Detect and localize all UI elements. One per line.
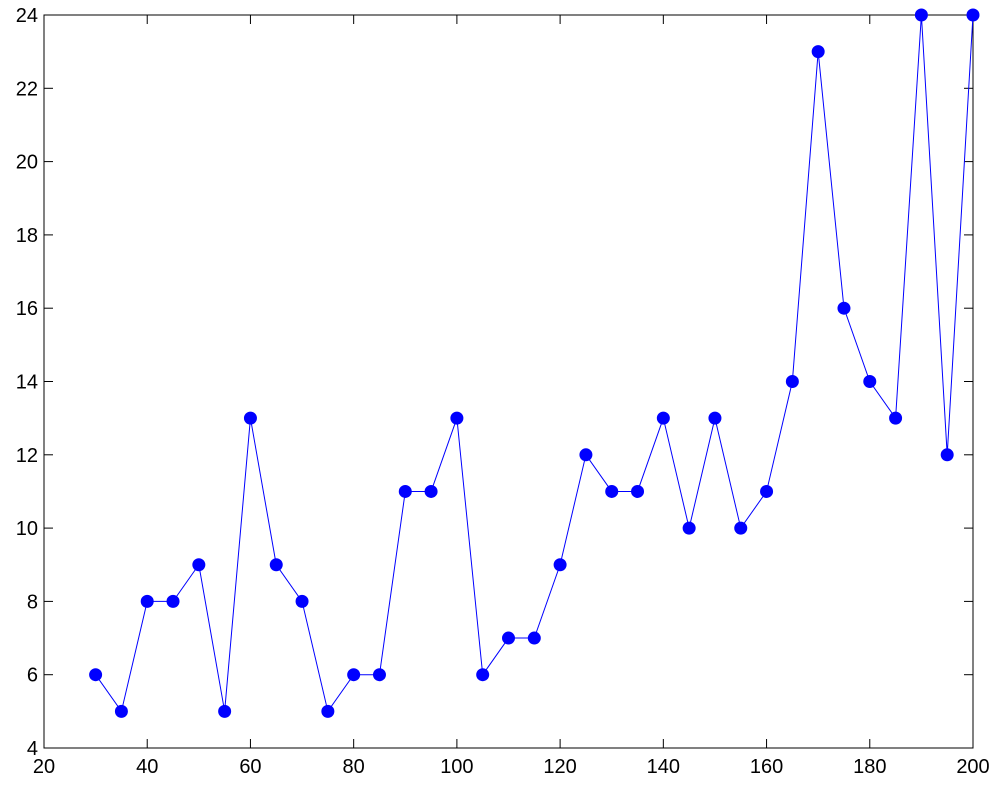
data-point [140, 594, 154, 608]
y-tick-label: 14 [16, 372, 38, 394]
data-point [347, 668, 361, 682]
y-axis-tick-labels: 4 6 8 10 12 14 16 18 20 22 24 [16, 5, 38, 760]
x-tick-label: 160 [750, 756, 783, 778]
x-tick-label: 60 [239, 756, 261, 778]
y-tick-label: 16 [16, 298, 38, 320]
data-point [166, 594, 180, 608]
data-point [785, 375, 799, 388]
series-group [89, 8, 980, 718]
data-point [218, 704, 232, 718]
x-tick-label: 40 [136, 756, 158, 778]
x-tick-label: 100 [440, 756, 473, 778]
y-tick-label: 4 [27, 738, 38, 760]
data-point [760, 484, 774, 498]
data-point [811, 45, 825, 59]
data-point [398, 484, 412, 498]
y-tick-label: 24 [16, 5, 38, 27]
data-point [837, 301, 851, 315]
x-tick-label: 120 [543, 756, 576, 778]
y-tick-label: 22 [16, 78, 38, 100]
x-tick-label: 200 [956, 756, 989, 778]
x-tick-label: 140 [647, 756, 680, 778]
y-tick-label: 12 [16, 445, 38, 467]
data-point [734, 521, 748, 535]
data-point [450, 411, 464, 425]
data-point [579, 448, 593, 462]
x-tick-label: 20 [33, 756, 55, 778]
data-point [502, 631, 515, 645]
data-point [656, 411, 670, 425]
y-tick-label: 20 [16, 152, 38, 174]
data-point [889, 411, 903, 425]
data-point [89, 668, 103, 682]
data-point [940, 448, 954, 462]
y-tick-label: 18 [16, 225, 38, 247]
y-tick-label: 10 [16, 518, 38, 540]
data-point [243, 411, 257, 425]
x-axis-tick-labels: 20 40 60 80 100 120 140 160 180 200 [33, 756, 990, 778]
data-point [631, 484, 645, 498]
data-point [476, 668, 490, 682]
data-point [527, 631, 541, 645]
data-point [708, 411, 722, 425]
data-point [553, 558, 567, 572]
data-point [863, 375, 877, 388]
x-tick-label: 80 [343, 756, 365, 778]
data-point [966, 8, 980, 22]
y-tick-label: 6 [27, 665, 38, 687]
data-point [605, 484, 619, 498]
data-point [682, 521, 696, 535]
data-point [914, 8, 928, 22]
x-tick-label: 180 [853, 756, 886, 778]
data-point [192, 558, 206, 572]
data-point [269, 558, 283, 572]
data-point [295, 594, 309, 608]
axis-ticks [43, 14, 974, 749]
plot-area-frame [43, 14, 974, 749]
data-point [372, 668, 386, 682]
y-tick-label: 8 [27, 591, 38, 613]
data-point [424, 484, 438, 498]
data-point [114, 704, 128, 718]
data-point [321, 704, 335, 718]
